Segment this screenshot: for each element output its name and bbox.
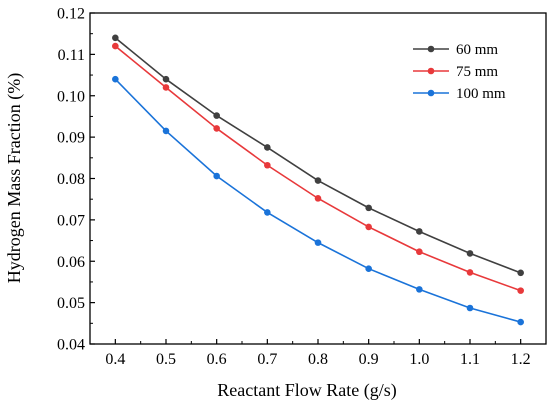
series-2-point-1 bbox=[162, 127, 170, 135]
series-2-point-4 bbox=[314, 239, 322, 246]
series-1-point-1 bbox=[162, 84, 170, 91]
series-2-point-7 bbox=[466, 304, 474, 312]
x-tick-label-1: 0.5 bbox=[156, 351, 176, 368]
series-1-point-5 bbox=[365, 223, 372, 231]
x-tick-label-4: 0.8 bbox=[308, 351, 328, 368]
x-tick-label-5: 0.9 bbox=[359, 351, 379, 368]
x-tick-label-7: 1.1 bbox=[460, 351, 480, 368]
series-1-point-6 bbox=[416, 248, 423, 256]
series-2-point-5 bbox=[365, 265, 372, 272]
series-1-point-3 bbox=[264, 161, 271, 169]
y-tick-label-4: 0.08 bbox=[57, 171, 85, 188]
plot-layer bbox=[112, 34, 524, 326]
legend-marker-2 bbox=[427, 89, 435, 97]
legend-label-0: 60 mm bbox=[456, 42, 498, 58]
y-tick-label-2: 0.06 bbox=[57, 254, 85, 271]
series-2-point-8 bbox=[517, 318, 524, 326]
series-2-point-3 bbox=[264, 209, 271, 216]
series-1-point-8 bbox=[517, 287, 524, 294]
y-tick-label-3: 0.07 bbox=[57, 212, 85, 229]
series-0-point-1 bbox=[162, 75, 170, 83]
x-tick-label-8: 1.2 bbox=[511, 351, 531, 368]
series-0-point-7 bbox=[466, 250, 474, 257]
series-2-point-2 bbox=[213, 172, 220, 180]
y-tick-label-6: 0.10 bbox=[57, 88, 85, 105]
series-0-point-4 bbox=[314, 177, 322, 184]
y-axis-title: Hydrogen Mass Fraction (%) bbox=[4, 73, 25, 283]
x-tick-label-3: 0.7 bbox=[257, 351, 277, 368]
series-0-point-3 bbox=[264, 144, 271, 151]
series-0-point-2 bbox=[213, 112, 220, 119]
series-2-point-0 bbox=[112, 75, 119, 83]
y-tick-label-8: 0.12 bbox=[57, 6, 85, 23]
legend-label-2: 100 mm bbox=[456, 86, 506, 102]
series-1-point-0 bbox=[112, 42, 119, 50]
series-0-point-5 bbox=[365, 204, 372, 212]
legend-label-1: 75 mm bbox=[456, 64, 498, 80]
series-1-point-2 bbox=[213, 125, 220, 132]
legend-marker-1 bbox=[427, 67, 435, 75]
legend: 60 mm 75 mm 100 mm bbox=[413, 42, 506, 102]
series-2-point-6 bbox=[416, 286, 423, 293]
y-tick-label-7: 0.11 bbox=[58, 47, 85, 64]
series-1-point-4 bbox=[314, 195, 322, 202]
axes-layer: 0.4 0.5 0.6 0.7 0.8 0.9 1.0 1.1 1.2 0.04 0.05 0.06 0… bbox=[57, 6, 547, 368]
y-tick-label-0: 0.04 bbox=[57, 337, 85, 354]
x-tick-label-2: 0.6 bbox=[207, 351, 227, 368]
legend-marker-0 bbox=[427, 45, 435, 53]
x-tick-label-0: 0.4 bbox=[105, 351, 125, 368]
x-tick-label-6: 1.0 bbox=[409, 351, 429, 368]
y-tick-label-5: 0.09 bbox=[57, 130, 85, 147]
y-tick-label-1: 0.05 bbox=[57, 295, 85, 312]
series-0-point-6 bbox=[416, 228, 423, 235]
x-axis-title: Reactant Flow Rate (g/s) bbox=[217, 380, 396, 401]
series-0-point-8 bbox=[517, 269, 524, 277]
series-1-point-7 bbox=[466, 269, 474, 276]
series-0-point-0 bbox=[112, 34, 119, 42]
series-line-1 bbox=[114, 45, 521, 292]
